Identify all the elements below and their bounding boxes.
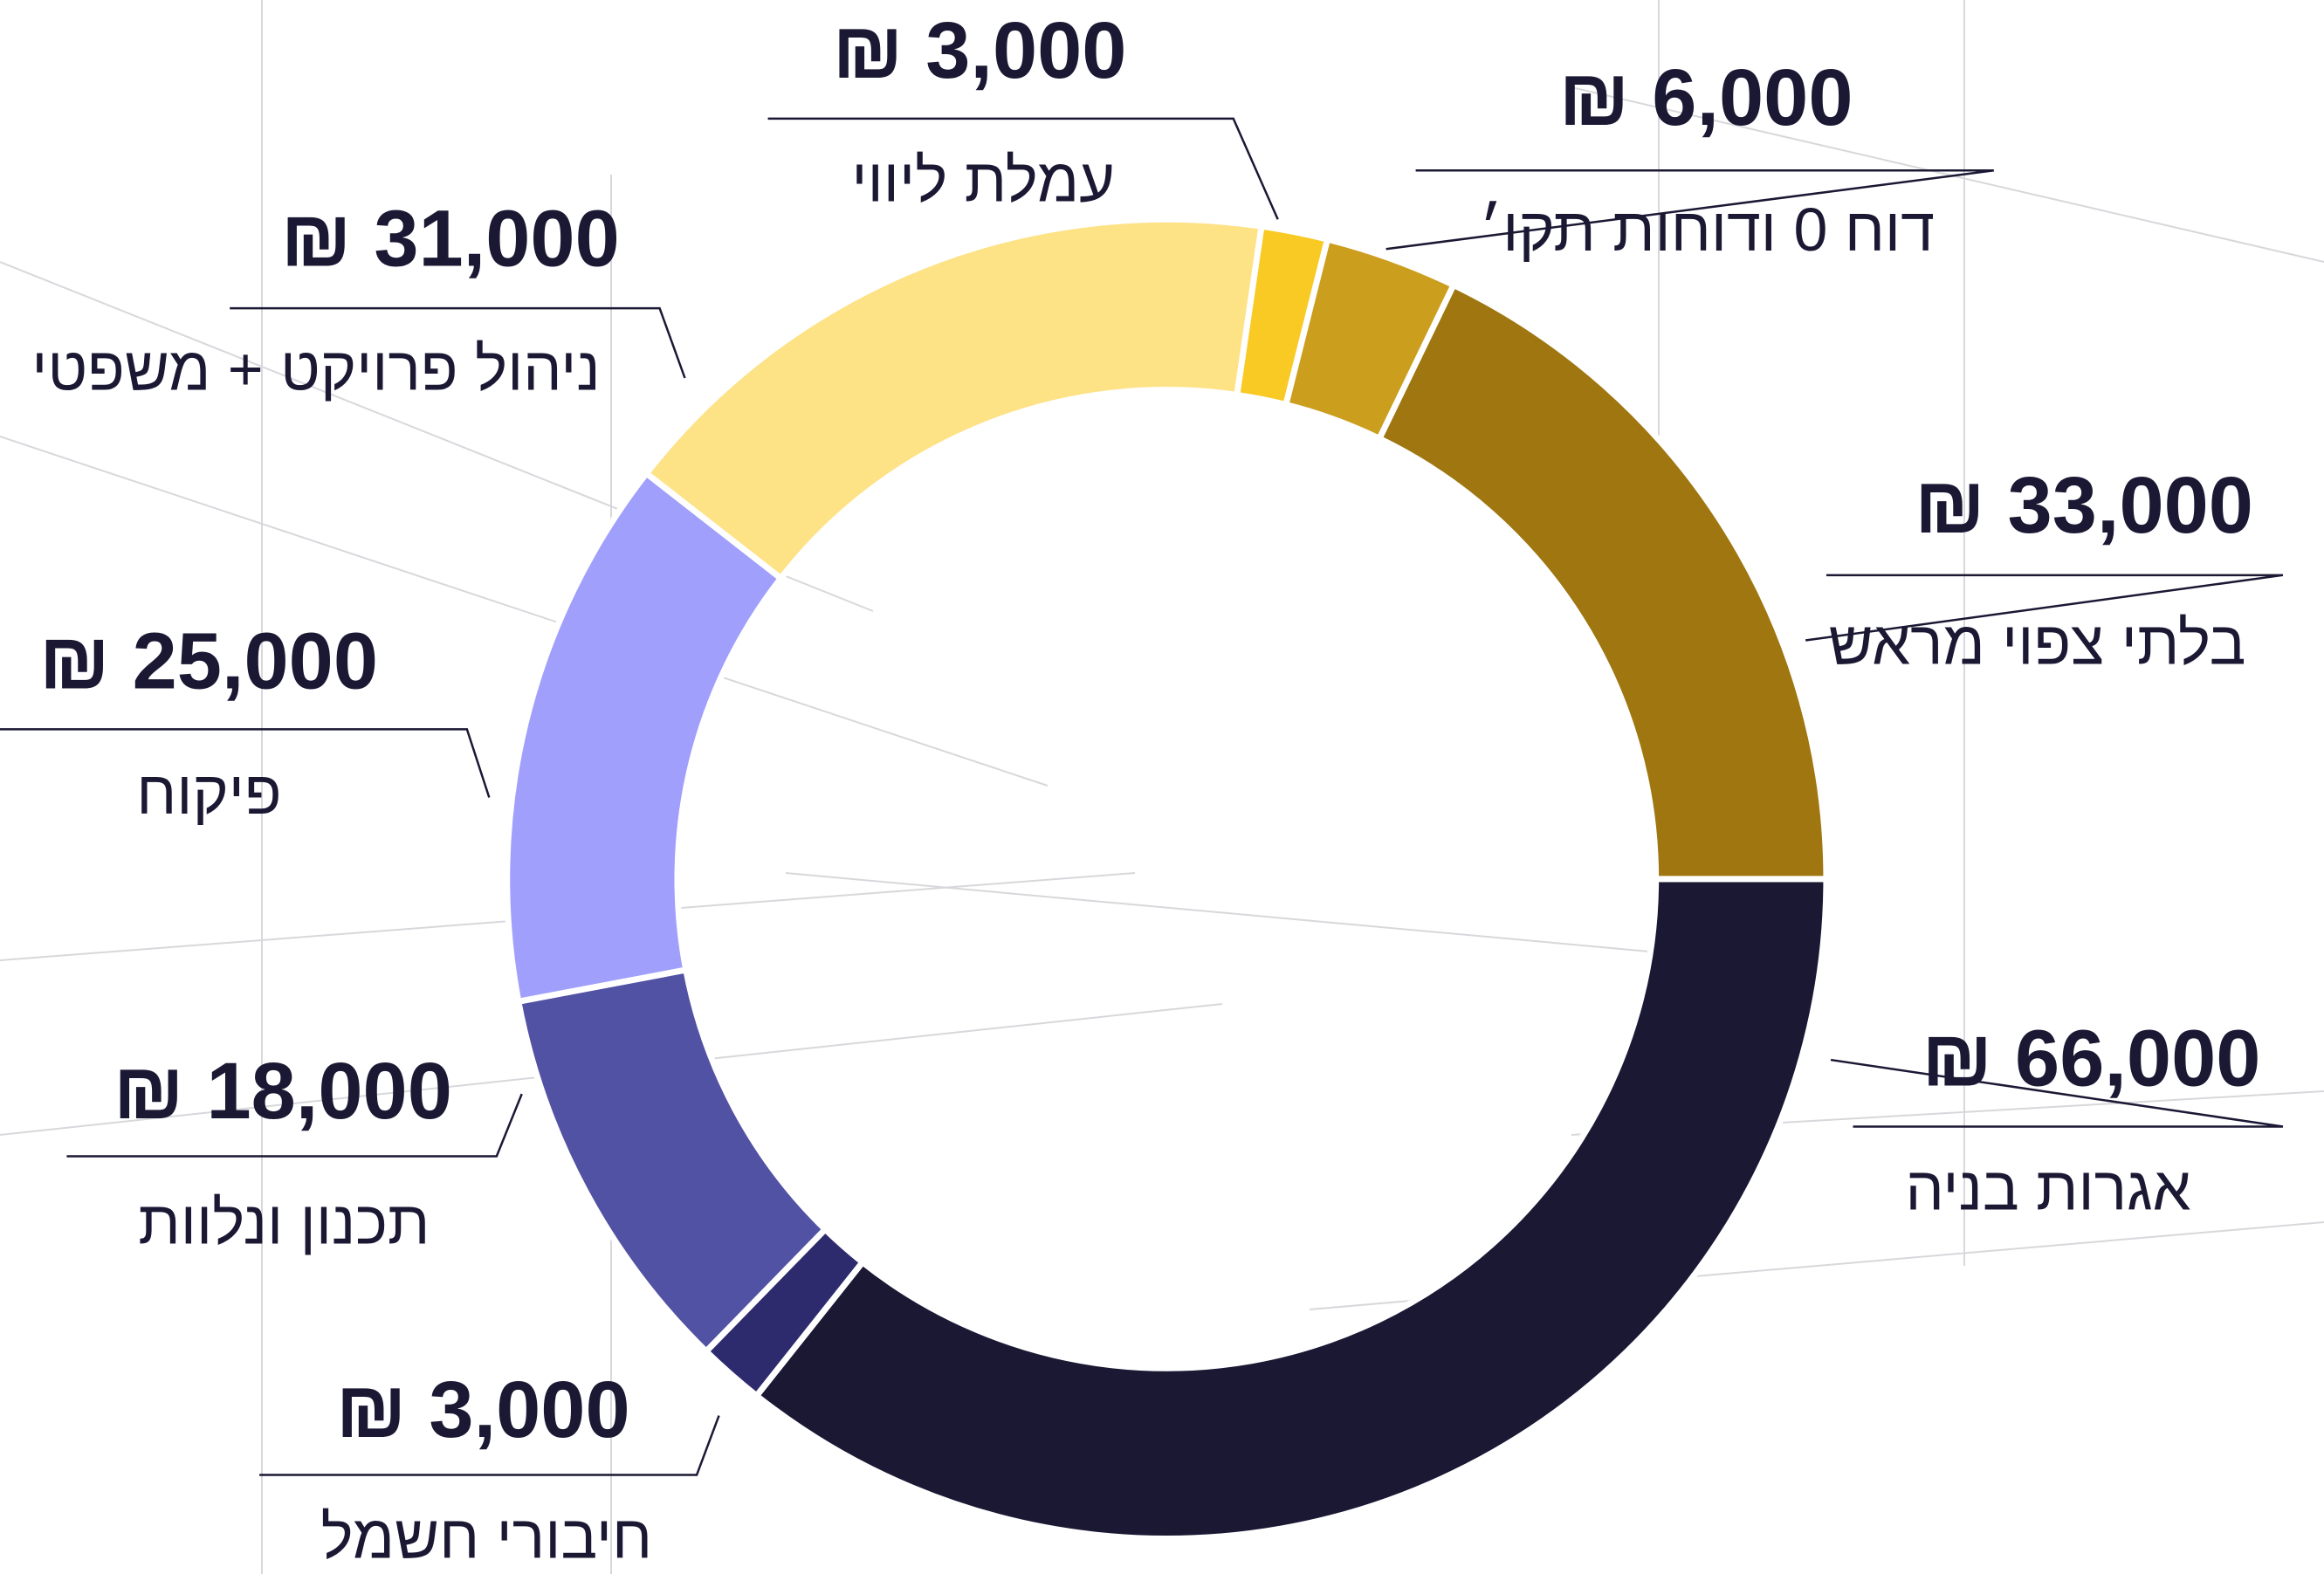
category-label: אגרות בניה: [1905, 1154, 2190, 1222]
value-label: ₪ 3,000: [336, 1365, 630, 1454]
value-label: ₪ 31,000: [280, 194, 619, 283]
category-label: ניהול פרויקט + משפטי: [31, 334, 600, 402]
value-label: ₪ 33,000: [1915, 461, 2253, 550]
donut-segment: [642, 216, 1265, 583]
donut-segment: [752, 876, 1830, 1543]
leader-line: [1805, 574, 2284, 642]
leader-line: [0, 728, 491, 798]
category-label: תכנון ונלוות: [138, 1188, 430, 1256]
category-label: דוח 0 ודוחות תקו׳: [1479, 196, 1935, 264]
leader-line: [1830, 1058, 2284, 1128]
leader-line: [1385, 169, 1994, 251]
category-label: חיבורי חשמל: [321, 1502, 653, 1571]
value-label: ₪ 18,000: [113, 1047, 452, 1136]
value-label: ₪ 3,000: [832, 6, 1126, 95]
value-label: ₪ 66,000: [1922, 1014, 2260, 1103]
value-label: ₪ 25,000: [39, 616, 378, 705]
category-label: עמלת ליווי: [851, 147, 1114, 215]
leader-line: [230, 306, 686, 379]
leader-line: [259, 1415, 720, 1476]
donut: ₪ 66,000 אגרות בניה ₪ 3,000 חיבורי חשמל ₪ 18…: [0, 6, 2284, 1571]
category-label: בלתי צפוי מראש: [1829, 609, 2246, 677]
leader-line: [66, 1093, 523, 1158]
donut-segment: [1375, 280, 1830, 883]
leader-line: [767, 117, 1279, 220]
donut-segment: [504, 469, 786, 1006]
category-label: פיקוח: [136, 759, 281, 827]
value-label: ₪ 6,000: [1558, 53, 1853, 142]
